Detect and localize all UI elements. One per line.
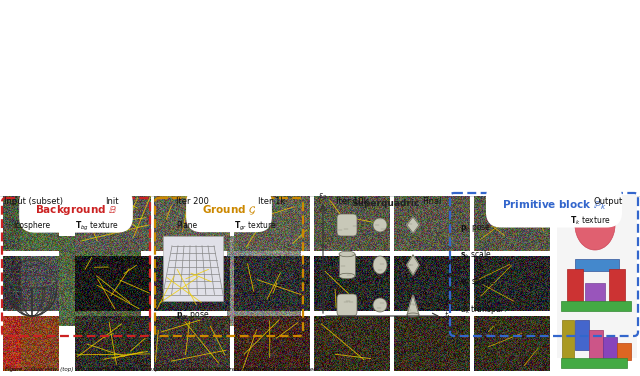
Ellipse shape [575,200,615,250]
Text: $\mathbf{s}_k$ scale: $\mathbf{s}_k$ scale [460,249,492,261]
Text: Iter 10k: Iter 10k [336,197,368,206]
Bar [4,200,148,334]
Bar [561,301,631,311]
Ellipse shape [373,218,387,232]
Bar [0,0,640,195]
Bar [557,195,637,358]
Text: Iter 200: Iter 200 [175,197,209,206]
Text: $\varepsilon_2$: $\varepsilon_2$ [319,191,328,202]
Bar [561,358,627,368]
Bar [589,330,603,360]
Text: $t_1$: $t_1$ [444,310,452,322]
Text: $\mathbf{p}_k$ pose: $\mathbf{p}_k$ pose [460,223,491,233]
Text: Output: Output [593,197,623,206]
Polygon shape [407,217,419,233]
Text: $\alpha_k$ transpar.: $\alpha_k$ transpar. [460,303,507,315]
Text: $\mathbf{p}_{gr}$ pose: $\mathbf{p}_{gr}$ pose [176,311,210,321]
Ellipse shape [407,313,419,317]
Bar [163,236,223,301]
Bar [562,320,574,360]
Ellipse shape [339,251,355,257]
Text: Plane: Plane [177,221,198,230]
Text: $\mathbf{T}_{bg}$ texture: $\mathbf{T}_{bg}$ texture [75,220,119,232]
Bar [0,195,640,376]
Ellipse shape [339,273,355,279]
Bar [603,337,617,360]
Bar [157,200,301,334]
Polygon shape [407,255,419,275]
Text: Final: Final [422,197,442,206]
Text: Figure 2: Overview. (top) We model the world as an explicit set of learnable tex: Figure 2: Overview. (top) We model the w… [5,367,317,373]
Text: $\mathbf{T}_k$ texture: $\mathbf{T}_k$ texture [570,215,610,227]
Text: Iter 1k: Iter 1k [259,197,285,206]
Text: Superquadric: Superquadric [352,199,420,208]
Bar [617,343,631,360]
FancyBboxPatch shape [337,214,357,236]
Text: Ground $\mathcal{G}$: Ground $\mathcal{G}$ [202,203,256,217]
Text: $\mathbf{T}_{gr}$ texture: $\mathbf{T}_{gr}$ texture [234,220,276,232]
Ellipse shape [373,256,387,274]
Bar [585,283,605,304]
Bar [575,259,619,271]
Text: Input (subset): Input (subset) [3,197,63,206]
Text: $\mathbf{e}_k$ shape: $\mathbf{e}_k$ shape [460,276,495,288]
Ellipse shape [373,298,387,312]
Text: Background $\mathbb{B}$: Background $\mathbb{B}$ [35,203,117,217]
Text: Icosphere: Icosphere [13,221,51,230]
Bar [575,320,589,350]
Bar [339,254,355,276]
Text: Init: Init [105,197,119,206]
Polygon shape [407,295,419,315]
Bar [609,269,625,304]
Text: Primitive block $\mathbb{P}_k$: Primitive block $\mathbb{P}_k$ [502,198,607,212]
FancyBboxPatch shape [337,294,357,316]
Bar [305,193,447,336]
Bar [567,269,583,304]
Bar [452,195,636,334]
